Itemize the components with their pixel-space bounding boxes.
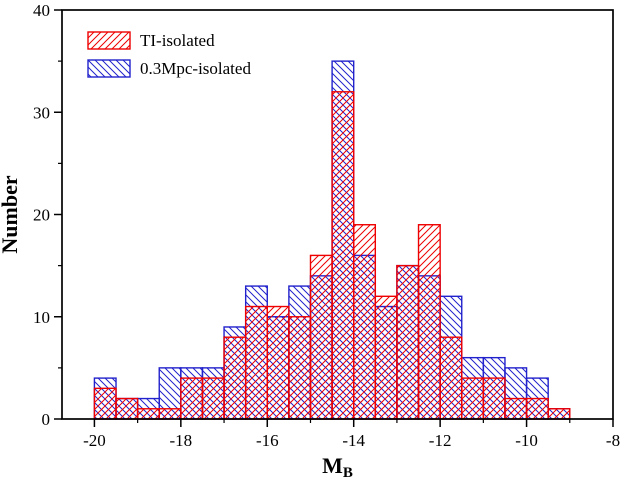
x-axis: -20 -18 -16 -14 -12 -10 -8 [83, 419, 620, 450]
histogram-bar [201, 377, 225, 420]
histogram-bar [331, 91, 355, 420]
y-tick-label: 40 [33, 1, 50, 20]
x-axis-title: MB [322, 453, 353, 481]
histogram-bar [180, 377, 204, 420]
histogram-bar [244, 305, 268, 420]
legend-swatch-TI-isolated [87, 31, 131, 50]
histogram-bar [417, 224, 441, 420]
histogram-bar [525, 397, 549, 420]
histogram-bar [482, 377, 506, 420]
x-tick-label: -12 [429, 431, 452, 450]
y-tick-label: 10 [33, 308, 50, 327]
histogram-bar [396, 264, 420, 420]
x-tick-label: -8 [606, 431, 620, 450]
histogram-bar [288, 316, 312, 420]
histogram-bar [223, 336, 247, 420]
histogram-bar [93, 387, 117, 420]
histogram-bar [309, 254, 333, 420]
histogram-bar [266, 305, 290, 420]
y-tick-label: 0 [42, 410, 51, 429]
histogram-bar [136, 408, 160, 420]
y-tick-label: 30 [33, 103, 50, 122]
x-tick-label: -14 [342, 431, 365, 450]
x-tick-label: -16 [256, 431, 279, 450]
histogram-bar [158, 408, 182, 420]
legend-swatch-0.3Mpc-isolated [87, 59, 131, 78]
x-tick-label: -18 [170, 431, 193, 450]
histogram-bar [504, 397, 528, 420]
series-TI-isolated [93, 91, 571, 420]
legend-label-0.3Mpc-isolated: 0.3Mpc-isolated [140, 59, 251, 78]
legend: TI-isolated 0.3Mpc-isolated [87, 31, 251, 78]
histogram-bar [461, 377, 485, 420]
legend-label-TI-isolated: TI-isolated [140, 31, 215, 50]
y-axis-title: Number [0, 175, 22, 253]
histogram-bar [547, 408, 571, 420]
x-tick-label: -10 [515, 431, 538, 450]
histogram-bar [353, 224, 377, 420]
x-tick-label: -20 [83, 431, 106, 450]
histogram-bar [439, 336, 463, 420]
histogram-bar [115, 397, 139, 420]
y-tick-label: 20 [33, 206, 50, 225]
histogram-bar [374, 295, 398, 420]
y-axis: 0 10 20 30 40 [33, 1, 62, 429]
